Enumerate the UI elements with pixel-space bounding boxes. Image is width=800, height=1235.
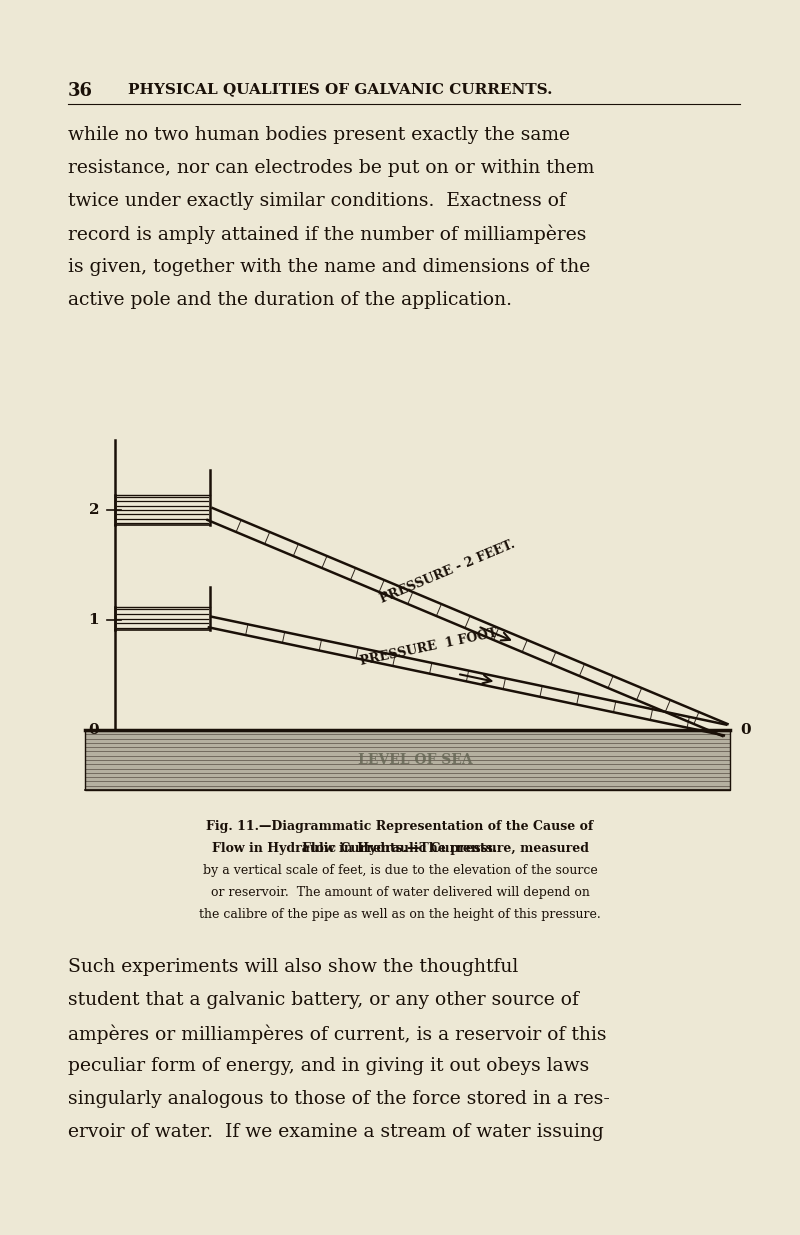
Text: Such experiments will also show the thoughtful: Such experiments will also show the thou… [68,958,518,976]
Text: active pole and the duration of the application.: active pole and the duration of the appl… [68,291,512,309]
Text: Fig. 11.—Diagrammatic Representation of the Cause of: Fig. 11.—Diagrammatic Representation of … [206,820,594,832]
Text: 2: 2 [89,503,99,517]
Text: 0: 0 [88,722,99,737]
Text: twice under exactly similar conditions.  Exactness of: twice under exactly similar conditions. … [68,191,566,210]
Text: LEVEL OF SEA: LEVEL OF SEA [358,753,472,767]
Text: 0: 0 [740,722,750,737]
Text: the calibre of the pipe as well as on the height of this pressure.: the calibre of the pipe as well as on th… [199,908,601,921]
Text: ampères or milliampères of current, is a reservoir of this: ampères or milliampères of current, is a… [68,1024,606,1044]
Text: PRESSURE - 2 FEET.: PRESSURE - 2 FEET. [378,538,517,606]
Text: student that a galvanic battery, or any other source of: student that a galvanic battery, or any … [68,990,579,1009]
Text: singularly analogous to those of the force stored in a res-: singularly analogous to those of the for… [68,1091,610,1108]
Text: ervoir of water.  If we examine a stream of water issuing: ervoir of water. If we examine a stream … [68,1123,604,1141]
Text: 1: 1 [88,613,99,627]
Text: Flow in Hydraulic Currents.: Flow in Hydraulic Currents. [302,842,498,855]
Text: while no two human bodies present exactly the same: while no two human bodies present exactl… [68,126,570,144]
Text: PRESSURE  1 FOOT.: PRESSURE 1 FOOT. [359,626,502,668]
Text: record is amply attained if the number of milliampères: record is amply attained if the number o… [68,225,586,245]
Polygon shape [85,730,730,790]
Text: is given, together with the name and dimensions of the: is given, together with the name and dim… [68,258,590,275]
Text: Flow in Hydraulic Currents.—The pressure, measured: Flow in Hydraulic Currents.—The pressure… [211,842,589,855]
Text: by a vertical scale of feet, is due to the elevation of the source: by a vertical scale of feet, is due to t… [202,864,598,877]
Text: resistance, nor can electrodes be put on or within them: resistance, nor can electrodes be put on… [68,159,594,177]
Text: 36: 36 [68,82,93,100]
Text: peculiar form of energy, and in giving it out obeys laws: peculiar form of energy, and in giving i… [68,1057,590,1074]
Text: or reservoir.  The amount of water delivered will depend on: or reservoir. The amount of water delive… [210,885,590,899]
Text: PHYSICAL QUALITIES OF GALVANIC CURRENTS.: PHYSICAL QUALITIES OF GALVANIC CURRENTS. [128,82,553,96]
